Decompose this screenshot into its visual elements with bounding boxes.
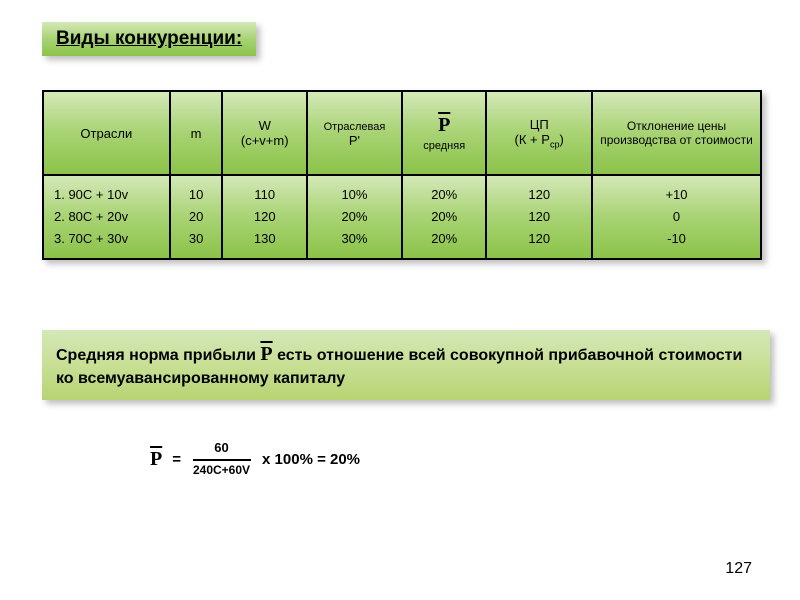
cell-c7-r2: 0 (599, 206, 754, 228)
cell-c7-r1: +10 (599, 184, 754, 206)
economics-table: Отрасли m W (c+v+m) Отраслевая Р' P сред… (42, 90, 762, 260)
header-col-6-line2c: ) (560, 132, 564, 147)
cell-c3-r2: 120 (229, 206, 299, 228)
header-col-7: Отклонение цены производства от стоимост… (592, 91, 761, 175)
cell-p-avg: 20% 20% 20% (402, 175, 486, 259)
table-header-row: Отрасли m W (c+v+m) Отраслевая Р' P сред… (43, 91, 761, 175)
cell-c2-r2: 20 (177, 206, 216, 228)
header-col-6-sub: ср (550, 139, 560, 149)
cell-w: 110 120 130 (222, 175, 306, 259)
formula-rest: x 100% = 20% (262, 451, 360, 468)
cell-cp: 120 120 120 (486, 175, 592, 259)
header-col-6-line1: ЦП (530, 117, 549, 132)
cell-c3-r1: 110 (229, 184, 299, 206)
formula-numerator: 60 (210, 440, 232, 457)
p-overline-icon: P (150, 448, 162, 471)
p-overline-icon: P (438, 114, 450, 136)
page-number: 127 (725, 560, 752, 578)
header-col-3-line1: W (259, 118, 271, 133)
header-col-6: ЦП (К + Рср) (486, 91, 592, 175)
cell-c6-r3: 120 (493, 228, 585, 250)
cell-c5-r2: 20% (409, 206, 479, 228)
formula-eq1: = (172, 451, 181, 468)
cell-c6-r1: 120 (493, 184, 585, 206)
cell-m: 10 20 30 (170, 175, 223, 259)
header-col-5-line2: средняя (423, 140, 465, 152)
cell-c6-r2: 120 (493, 206, 585, 228)
header-col-4-line1: Отраслевая (324, 121, 386, 133)
definition-box: Средняя норма прибыли P есть отношение в… (42, 330, 770, 400)
header-col-4-line2: Р' (349, 133, 360, 148)
fraction-line-icon (193, 459, 251, 461)
formula: P = 60 240C+60V x 100% = 20% (150, 440, 360, 478)
fraction: 60 240C+60V (191, 440, 252, 478)
header-col-6-line2a: (К + Р (515, 132, 550, 147)
header-col-3-line2: (c+v+m) (241, 133, 289, 148)
table-row: 1. 90C + 10v 2. 80C + 20v 3. 70C + 30v 1… (43, 175, 761, 259)
header-col-4: Отраслевая Р' (307, 91, 402, 175)
header-col-5: P средняя (402, 91, 486, 175)
cell-c2-r3: 30 (177, 228, 216, 250)
cell-p-prime: 10% 20% 30% (307, 175, 402, 259)
slide-title: Виды конкуренции: (42, 22, 256, 56)
cell-c4-r3: 30% (314, 228, 395, 250)
formula-denominator: 240C+60V (191, 463, 252, 479)
cell-c3-r3: 130 (229, 228, 299, 250)
p-overline-icon: P (260, 343, 272, 365)
cell-c5-r3: 20% (409, 228, 479, 250)
cell-c7-r3: -10 (599, 228, 754, 250)
cell-c4-r2: 20% (314, 206, 395, 228)
cell-c2-r1: 10 (177, 184, 216, 206)
cell-c1-r3: 3. 70C + 30v (54, 228, 163, 250)
cell-c4-r1: 10% (314, 184, 395, 206)
header-col-2: m (170, 91, 223, 175)
header-col-1: Отрасли (43, 91, 170, 175)
header-col-3: W (c+v+m) (222, 91, 306, 175)
cell-c1-r2: 2. 80C + 20v (54, 206, 163, 228)
cell-c5-r1: 20% (409, 184, 479, 206)
cell-deviation: +10 0 -10 (592, 175, 761, 259)
definition-part1: Средняя норма прибыли (56, 347, 260, 364)
cell-industries: 1. 90C + 10v 2. 80C + 20v 3. 70C + 30v (43, 175, 170, 259)
cell-c1-r1: 1. 90C + 10v (54, 184, 163, 206)
